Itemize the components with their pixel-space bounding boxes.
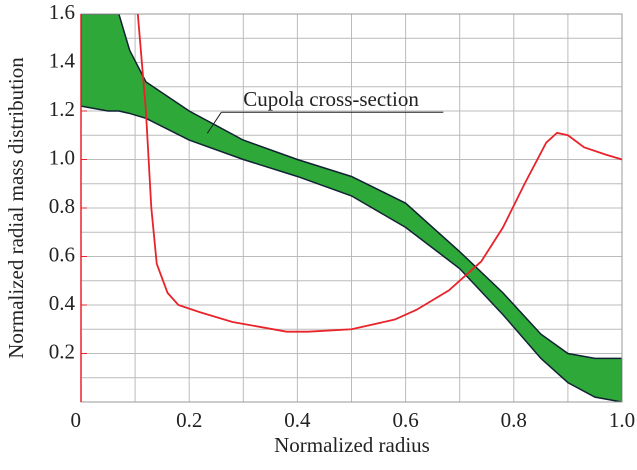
x-tick-label: 0.6: [392, 408, 418, 432]
y-tick-label: 0.8: [49, 194, 75, 218]
y-tick-label: 1.6: [49, 0, 75, 24]
x-tick-label: 0.4: [284, 408, 311, 432]
y-tick-label: 1.0: [49, 145, 75, 169]
x-tick-label: 0: [71, 408, 82, 432]
y-tick-label: 0.2: [49, 339, 75, 363]
y-axis-label: Normalized radial mass distribution: [4, 57, 28, 359]
cupola-band: [81, 14, 622, 402]
y-tick-label: 0.6: [49, 242, 75, 266]
x-axis-label: Normalized radius: [274, 433, 430, 457]
y-tick-label: 0.4: [49, 291, 76, 315]
annotation-leader: [206, 112, 222, 134]
line: [136, 14, 622, 333]
x-tick-label: 1.0: [609, 408, 635, 432]
y-tick-label: 1.2: [49, 97, 75, 121]
y-tick-label: 1.4: [49, 48, 76, 72]
annotation: Cupola cross-section: [243, 87, 419, 111]
x-tick-label: 0.8: [501, 408, 527, 432]
x-tick-label: 0.2: [176, 408, 202, 432]
